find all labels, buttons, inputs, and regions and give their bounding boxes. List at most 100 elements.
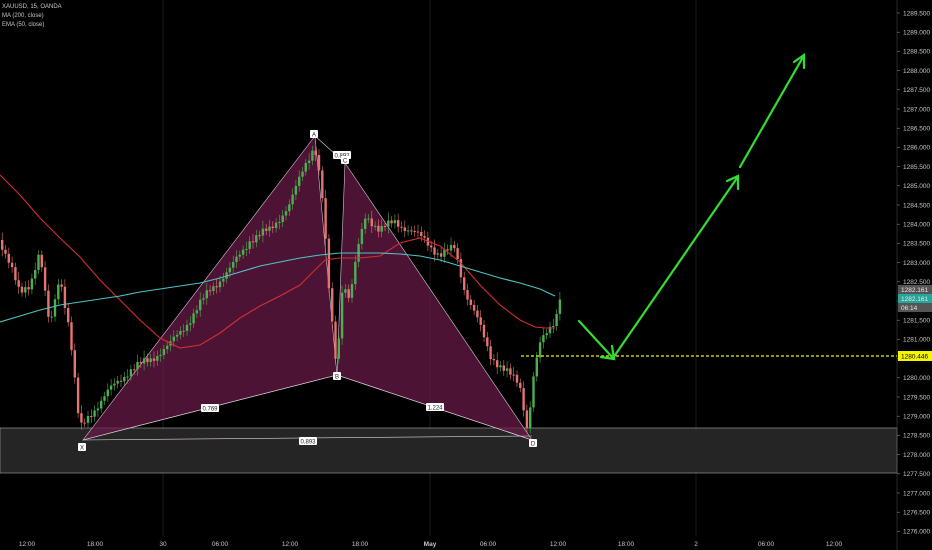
price-tick-label: 1288.000 xyxy=(903,68,930,75)
candle-body xyxy=(228,267,232,273)
candle-body xyxy=(4,249,7,254)
candle-body xyxy=(532,376,535,408)
price-tick-label: 1283.500 xyxy=(903,241,930,248)
candle-body xyxy=(294,185,298,195)
candle-body xyxy=(103,396,106,401)
candle-body xyxy=(24,287,27,293)
time-tick-label: 12:00 xyxy=(282,541,299,548)
candle-body xyxy=(496,360,499,368)
candle-body xyxy=(321,170,324,199)
price-tick-label: 1289.500 xyxy=(903,10,930,17)
candle-body xyxy=(116,380,119,384)
candle-body xyxy=(248,241,251,249)
candle-body xyxy=(466,290,469,300)
candle-body xyxy=(271,226,274,229)
candle-body xyxy=(139,362,142,364)
candle-body xyxy=(387,220,390,227)
candle-body xyxy=(152,358,156,361)
price-tick-label: 1281.500 xyxy=(903,318,930,325)
time-tick-label: 06:00 xyxy=(758,541,775,548)
candle-body xyxy=(482,324,486,338)
candle-body xyxy=(268,226,271,231)
candle-body xyxy=(113,383,116,386)
candle-body xyxy=(364,218,367,229)
down-arrow-head xyxy=(599,344,616,361)
candle-body xyxy=(67,308,70,323)
chart-legend: XAUUSD, 15, OANDA MA (200, close) EMA (5… xyxy=(2,3,62,30)
price-axis[interactable]: 1289.500 1289.000 1288.500 1288.000 1287.500… xyxy=(897,10,930,536)
candle-body xyxy=(10,262,14,268)
candle-body xyxy=(30,278,34,290)
candle-body xyxy=(235,256,238,263)
price-tick-label: 1285.000 xyxy=(903,183,930,190)
candle-body xyxy=(298,176,301,186)
candle-body xyxy=(281,215,284,223)
candle-body xyxy=(90,416,93,418)
candle-body xyxy=(350,284,354,298)
candle-body xyxy=(552,326,555,328)
candle-body xyxy=(133,369,136,371)
candle-body xyxy=(370,218,373,227)
candle-body xyxy=(195,310,199,314)
candle-body xyxy=(522,388,525,411)
candle-body xyxy=(463,277,466,291)
legend-ma[interactable]: MA (200, close) xyxy=(2,13,44,19)
time-tick-label: 12:00 xyxy=(826,541,843,548)
ratio-bd: 1.224 xyxy=(427,406,443,412)
price-tick-label: 1287.000 xyxy=(903,106,930,113)
pattern-triangle-bcd xyxy=(336,162,533,441)
candle-body xyxy=(1,240,4,250)
price-tick-label: 1282.500 xyxy=(903,279,930,286)
time-tick-label: 12:00 xyxy=(550,541,567,548)
candle-body xyxy=(439,253,443,257)
candle-body xyxy=(529,407,532,428)
candle-body xyxy=(492,359,496,361)
candle-body xyxy=(486,337,489,347)
legend-symbol[interactable]: XAUUSD, 15, OANDA xyxy=(2,4,62,10)
legend-ema[interactable]: EMA (50, close) xyxy=(2,22,45,28)
candle-body xyxy=(109,385,113,390)
candle-body xyxy=(413,230,416,232)
candle-body xyxy=(182,330,185,332)
candle-body xyxy=(255,235,258,243)
price-tick-label: 1277.500 xyxy=(903,471,930,478)
candle-body xyxy=(469,299,472,305)
candle-body xyxy=(373,225,377,227)
candle-body xyxy=(538,342,542,358)
time-axis[interactable]: 12:00 18:00 30 06:00 12:00 18:00 May 06:00 12:00… xyxy=(19,541,843,548)
candle-body xyxy=(202,298,205,300)
time-tick-label: 06:00 xyxy=(212,541,229,548)
price-tick-label: 1284.000 xyxy=(903,222,930,229)
down-arrow-shaft xyxy=(577,319,615,360)
candle-body xyxy=(400,226,403,228)
candle-body xyxy=(162,349,166,355)
candle-body xyxy=(241,249,245,255)
candle-body xyxy=(189,323,192,325)
time-tick-label: 12:00 xyxy=(19,541,36,548)
candle-body xyxy=(423,236,426,238)
price-tick-label: 1276.500 xyxy=(903,510,930,517)
price-tick-label: 1286.500 xyxy=(903,126,930,133)
time-tick-label: 18:00 xyxy=(618,541,635,548)
support-zone xyxy=(0,427,898,474)
candle-body xyxy=(86,416,90,423)
candle-body xyxy=(327,238,331,289)
candle-body xyxy=(367,218,370,220)
candle-body xyxy=(288,204,291,212)
candle-body xyxy=(261,228,265,236)
price-tick-label: 1278.500 xyxy=(903,433,930,440)
candle-body xyxy=(156,356,159,361)
candle-body xyxy=(317,154,321,171)
candles xyxy=(1,143,562,434)
candle-body xyxy=(446,249,449,251)
candle-body xyxy=(232,262,235,268)
price-tick-label: 1280.000 xyxy=(903,375,930,382)
candle-body xyxy=(347,289,350,298)
price-tick-label: 1281.000 xyxy=(903,337,930,344)
candle-body xyxy=(258,235,261,237)
up-arrow-head-1 xyxy=(725,174,740,191)
candle-body xyxy=(218,281,222,288)
ma-200-line xyxy=(0,252,556,323)
level-price-text: 1280.446 xyxy=(901,353,928,360)
